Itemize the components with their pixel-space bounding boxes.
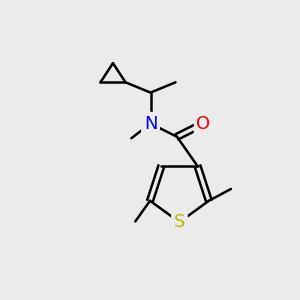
Text: S: S — [174, 213, 185, 231]
Text: N: N — [144, 115, 157, 133]
Text: O: O — [196, 115, 211, 133]
